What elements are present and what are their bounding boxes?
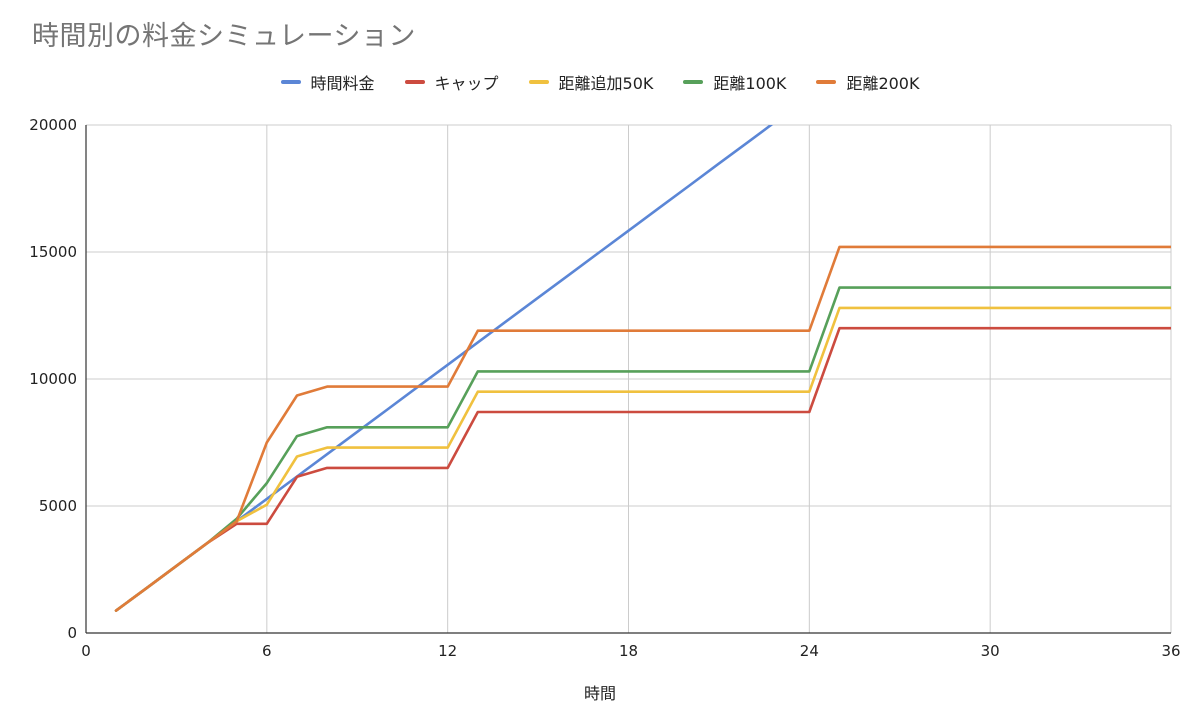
x-axis-title: 時間	[583, 684, 616, 703]
legend-label: キャップ	[434, 74, 499, 93]
legend-label: 距離200K	[846, 74, 920, 93]
gridlines	[86, 124, 1172, 633]
y-tick-label: 0	[67, 624, 77, 642]
legend-item: 距離追加50K	[528, 70, 654, 94]
legend-swatch	[683, 80, 704, 84]
legend-item: 時間料金	[280, 70, 375, 94]
legend-item: 距離100K	[683, 70, 786, 94]
x-tick-label: 36	[1161, 642, 1180, 660]
y-tick-label: 10000	[29, 370, 77, 388]
y-tick-label: 15000	[29, 243, 77, 261]
legend-item: 距離200K	[816, 70, 919, 94]
x-tick-label: 0	[81, 642, 91, 660]
series-line-4	[114, 245, 1171, 612]
chart-title: 時間別の料金シミュレーション	[32, 21, 416, 52]
legend-label: 距離追加50K	[558, 74, 654, 93]
series-lines	[114, 125, 1171, 612]
legend: 時間料金 キャップ 距離追加50K 距離100K 距離200K	[0, 70, 1200, 94]
series-line-3	[114, 286, 1171, 612]
x-tick-label: 6	[262, 642, 272, 660]
tick-labels: 0 5000 10000 15000 20000 0 6 12 18 24 30 36	[29, 116, 1180, 660]
x-tick-label: 24	[800, 642, 819, 660]
y-tick-label: 20000	[29, 116, 77, 134]
x-tick-label: 12	[438, 642, 457, 660]
y-tick-label: 5000	[39, 497, 77, 515]
x-tick-label: 18	[619, 642, 638, 660]
axes	[85, 125, 1171, 634]
legend-swatch	[528, 80, 549, 84]
legend-item: キャップ	[404, 70, 499, 94]
legend-swatch	[816, 80, 837, 84]
legend-swatch	[404, 80, 425, 84]
series-line-2	[114, 306, 1171, 612]
legend-label: 距離100K	[713, 74, 787, 93]
legend-swatch	[280, 80, 301, 84]
x-tick-label: 30	[981, 642, 1000, 660]
legend-label: 時間料金	[310, 74, 375, 93]
